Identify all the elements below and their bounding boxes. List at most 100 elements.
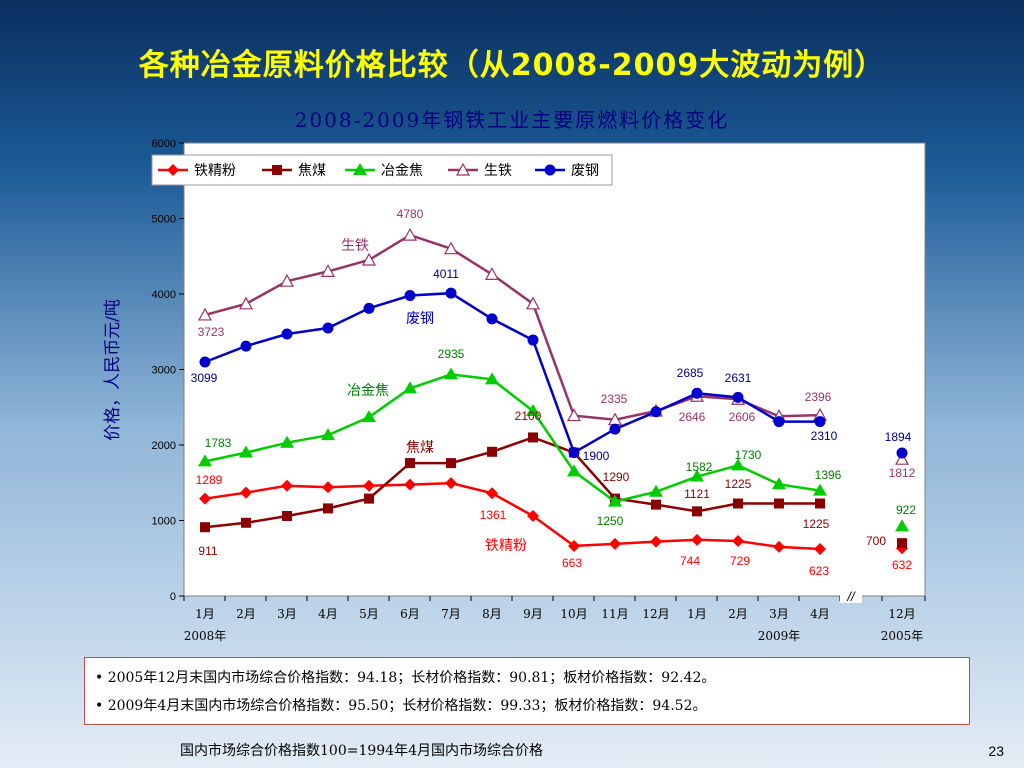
series-point [241,517,251,528]
series-point [813,483,827,496]
series-point [320,264,336,277]
x-tick-label: 6月 [400,607,420,621]
series-point [567,464,581,477]
series-point [772,477,786,490]
data-label: 1121 [684,487,710,501]
x-tick-label: 5月 [359,607,379,621]
series-point [527,334,539,346]
x-tick-label: 11月 [601,607,628,621]
x-tick-label: 12月 [888,607,915,621]
legend-marker [353,163,367,175]
legend-marker [544,164,556,176]
x-tick-label: 3月 [769,607,789,621]
series-point [773,540,785,553]
series-point-2005 [896,447,908,459]
series-point [487,446,497,457]
legend-item-label: 铁精粉 [194,163,236,179]
series-point [322,481,334,494]
series-point [485,372,499,385]
series-line [204,373,821,503]
data-label: 1361 [480,508,507,522]
series-point [526,404,540,417]
series-point [486,487,498,500]
series-point [238,296,254,310]
data-label: 1225 [725,477,752,491]
x-tick-label: 1月 [195,607,215,621]
data-label: 2685 [677,366,704,380]
data-label: 2310 [811,429,838,443]
series-point [650,535,662,548]
series-point [650,406,662,418]
axis-break-symbol: // [846,589,856,604]
data-label: 1900 [583,449,610,463]
series-point [609,423,621,435]
series-point [239,445,253,458]
series-line [204,436,820,529]
x-tick-label: 10月 [560,607,587,621]
y-tick-label: 1000 [152,516,176,528]
data-label: 2396 [805,390,832,404]
data-label: 623 [809,564,829,578]
y-tick-label: 4000 [152,289,176,301]
data-label: 1812 [889,466,916,480]
data-label: 3099 [191,371,218,385]
x-tick-label: 12月 [642,607,669,621]
series-point [568,539,580,552]
series-point [200,522,210,533]
note-line-2009: • 2009年4月末国内市场综合价格指数：95.50；长材价格指数：99.33；… [95,698,707,714]
series-inline-label: 废钢 [406,311,434,327]
series-point [649,484,663,497]
data-label: 2100 [515,409,542,423]
notes-box: • 2005年12月末国内市场综合价格指数：94.18；长材价格指数：90.81… [84,657,970,725]
series-point [323,503,333,514]
data-label: 4011 [433,267,459,281]
series-point [199,492,211,505]
x-tick-label: 2月 [236,607,256,621]
series-point [690,469,704,482]
x-tick-label: 3月 [277,607,297,621]
x-tick-label: 4月 [318,607,338,621]
line-chart: 0 1000 2000 3000 4000 5000 6000 价格，人民币元/吨 1月 2月 3月… [103,138,926,643]
x-tick-label: 7月 [441,607,461,621]
y-tick-label: 5000 [152,214,176,226]
series-point [197,307,213,321]
legend-item-label: 废钢 [571,163,599,179]
series-point [281,328,293,340]
data-label: 632 [892,558,912,572]
series-point [608,494,622,507]
data-label: 2935 [438,347,465,361]
series-point [405,458,415,469]
data-label: 700 [866,534,886,548]
data-label: 1783 [205,436,232,450]
series-point [609,537,621,550]
data-label: 1730 [735,448,762,462]
series-point [280,435,294,448]
legend-marker [272,165,282,175]
slide-title: 各种冶金原料价格比较（从2008-2009大波动为例） [138,48,886,83]
series-point [322,322,334,334]
series-inline-label: 冶金焦 [347,383,389,399]
y-tick-label: 0 [170,591,176,603]
x-year-label: 2005年 [881,629,924,643]
x-tick-label: 8月 [482,607,502,621]
page-number: 23 [988,743,1004,759]
series-line [204,233,821,421]
data-label: 1582 [686,460,713,474]
series-point [363,479,375,492]
series-point [446,458,456,469]
data-label: 911 [198,544,217,558]
data-label: 2646 [679,410,706,424]
series-inline-label: 生铁 [341,238,369,254]
x-tick-label: 9月 [523,607,543,621]
y-tick-label: 3000 [152,365,176,377]
series-point [362,410,376,423]
series-inline-label: 焦煤 [406,440,434,456]
series-point [773,416,785,428]
series-point [527,509,539,522]
series-point [814,542,826,555]
x-year-label: 2008年 [184,629,227,643]
note-line-2005: • 2005年12月末国内市场综合价格指数：94.18；长材价格指数：90.81… [95,670,716,686]
x-tick-label: 2月 [728,607,748,621]
series-point [444,367,458,380]
series-point [240,486,252,499]
